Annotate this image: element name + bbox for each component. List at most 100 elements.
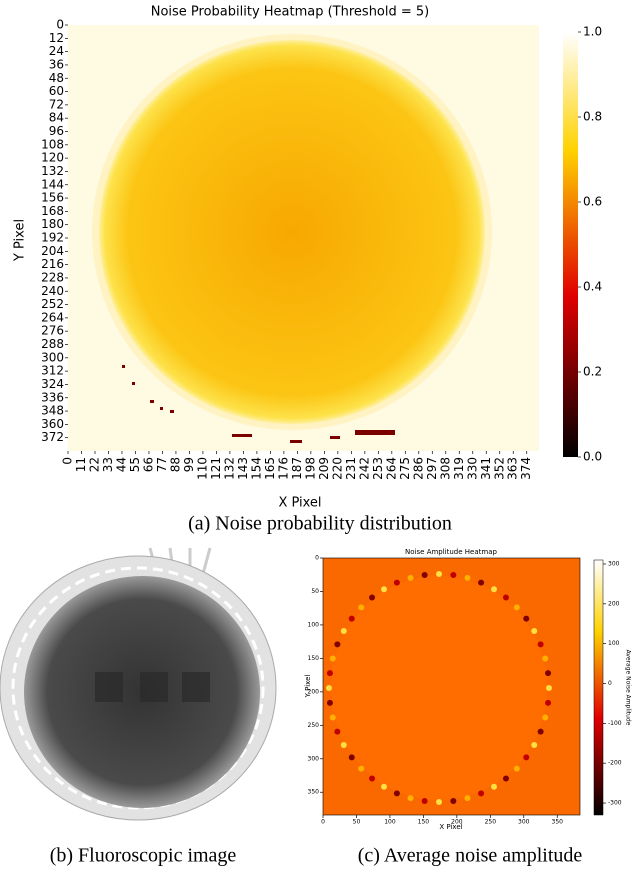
texture-dot xyxy=(393,790,400,797)
x-tick-label: 250 xyxy=(485,819,497,826)
y-tick-label: 168 xyxy=(41,204,64,218)
texture-dot xyxy=(348,754,355,761)
y-tick-label: 240 xyxy=(41,284,64,298)
texture-dot xyxy=(502,594,509,601)
x-tick-label: 100 xyxy=(384,819,396,826)
x-tick-label: 55 xyxy=(128,457,142,472)
y-tick-label: 372 xyxy=(41,430,64,444)
texture-dot xyxy=(381,586,387,593)
texture-dot xyxy=(478,579,485,586)
texture-dot xyxy=(334,641,341,648)
texture-dot xyxy=(329,655,336,662)
y-axis-label: Y Pixel xyxy=(13,219,28,262)
x-tick-label: 374 xyxy=(519,457,533,480)
heatmap-image xyxy=(323,558,580,815)
colorbar-tick-label: 0.0 xyxy=(583,450,602,464)
texture-dot xyxy=(407,574,414,581)
y-tick-label: 288 xyxy=(41,337,64,351)
x-axis-label: X Pixel xyxy=(439,823,462,831)
colorbar-tick-label: 300 xyxy=(608,560,620,567)
texture-dot xyxy=(478,790,485,797)
texture-dot xyxy=(531,742,538,748)
x-tick-label: 319 xyxy=(452,457,466,480)
x-axis-label: X Pixel xyxy=(278,496,321,511)
x-tick-label: 150 xyxy=(418,819,430,826)
x-tick-label: 121 xyxy=(209,457,223,480)
x-tick-label: 286 xyxy=(411,457,425,480)
texture-dot xyxy=(502,775,509,782)
y-tick-label: 100 xyxy=(308,621,320,628)
plot-frame xyxy=(322,557,581,816)
y-tick-label: 300 xyxy=(308,755,320,762)
colorbar-tick-label: 200 xyxy=(608,600,620,607)
y-tick-label: 216 xyxy=(41,257,64,271)
texture-dot xyxy=(369,775,376,782)
texture-dot xyxy=(513,765,520,772)
y-tick-label: 48 xyxy=(49,71,64,85)
colorbar-tick-label: 0.2 xyxy=(583,365,602,379)
texture-dot xyxy=(537,641,544,648)
y-tick-label: 180 xyxy=(41,217,64,231)
x-tick-label: 209 xyxy=(317,457,331,480)
texture-dot xyxy=(523,615,530,622)
y-tick-label: 264 xyxy=(41,310,64,324)
x-tick-label: 88 xyxy=(168,457,182,472)
colorbar-tick-label: 100 xyxy=(608,640,620,647)
colorbar xyxy=(563,32,578,457)
y-tick-label: 200 xyxy=(308,688,320,695)
texture-dot xyxy=(381,783,387,790)
x-tick-label: 132 xyxy=(222,457,236,480)
y-tick-label: 336 xyxy=(41,390,64,404)
y-tick-label: 120 xyxy=(41,151,64,165)
y-tick-label: 12 xyxy=(49,31,64,45)
colorbar-tick-label: 0.4 xyxy=(583,280,602,294)
texture-dot xyxy=(545,699,552,706)
y-tick-label: 60 xyxy=(49,84,64,98)
texture-dot xyxy=(436,799,442,805)
texture-dot xyxy=(546,685,552,691)
y-tick-label: 36 xyxy=(49,57,64,71)
texture-dot xyxy=(329,714,336,721)
caption: (a) Noise probability distribution xyxy=(188,513,452,535)
fluoroscopic-image xyxy=(0,547,277,821)
texture-dot xyxy=(523,754,530,761)
y-axis-label: Y Pixel xyxy=(304,675,312,699)
x-tick-label: 0 xyxy=(61,457,75,465)
x-tick-label: 77 xyxy=(155,457,169,472)
y-tick-label: 0 xyxy=(315,555,319,562)
x-tick-label: 165 xyxy=(263,457,277,480)
texture-dot xyxy=(513,604,520,611)
x-tick-label: 275 xyxy=(398,457,412,480)
x-tick-label: 11 xyxy=(74,457,88,472)
texture-dot xyxy=(542,655,549,662)
colorbar xyxy=(593,559,604,816)
x-tick-label: 350 xyxy=(552,819,564,826)
x-tick-label: 220 xyxy=(330,457,344,480)
heatmap-image xyxy=(68,25,539,451)
y-tick-label: 192 xyxy=(41,231,64,245)
texture-dot xyxy=(537,728,544,735)
x-tick-label: 110 xyxy=(195,457,209,480)
texture-dot xyxy=(326,670,333,677)
x-tick-label: 300 xyxy=(518,819,530,826)
texture-dot xyxy=(393,579,400,586)
y-tick-label: 72 xyxy=(49,97,64,111)
colorbar-tick-label: 0.6 xyxy=(583,195,602,209)
x-tick-label: 22 xyxy=(87,457,101,472)
x-tick-label: 44 xyxy=(114,457,128,472)
texture-dot xyxy=(334,728,341,735)
y-tick-label: 24 xyxy=(49,44,64,58)
texture-dot xyxy=(348,615,355,622)
x-tick-label: 66 xyxy=(141,457,155,472)
x-tick-label: 99 xyxy=(182,457,196,472)
chart-title: Noise Probability Heatmap (Threshold = 5… xyxy=(151,5,430,20)
y-tick-label: 250 xyxy=(308,722,320,729)
y-tick-label: 132 xyxy=(41,164,64,178)
x-tick-label: 242 xyxy=(357,457,371,480)
x-tick-label: 187 xyxy=(290,457,304,480)
texture-dot xyxy=(545,670,552,677)
y-tick-label: 276 xyxy=(41,324,64,338)
texture-dot xyxy=(436,571,442,577)
x-tick-label: 264 xyxy=(384,457,398,480)
y-tick-label: 84 xyxy=(49,111,64,125)
